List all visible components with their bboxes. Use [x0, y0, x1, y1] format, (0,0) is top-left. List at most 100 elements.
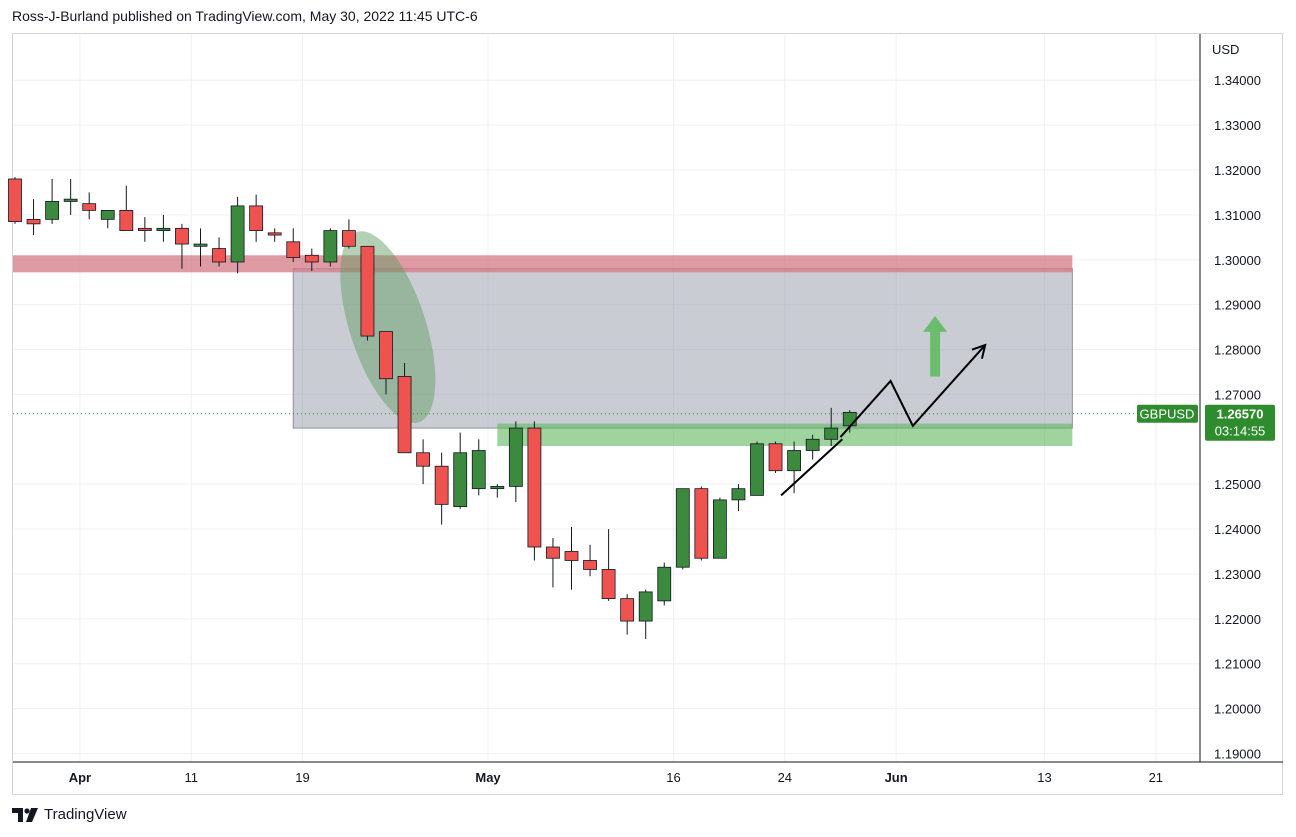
time-tick-label: 11 [184, 770, 198, 785]
price-tick-label: 1.33000 [1214, 118, 1261, 133]
candle-body-up [508, 427, 523, 487]
candle [230, 196, 245, 274]
candle-body-down [694, 488, 709, 559]
candle [323, 228, 338, 267]
candle-body-up [787, 450, 801, 472]
candle-body-down [527, 427, 542, 548]
tradingview-brand: TradingView [44, 806, 127, 823]
candle [26, 199, 41, 236]
time-tick-label: 24 [778, 770, 792, 785]
candle [675, 488, 690, 570]
candle [768, 441, 783, 473]
candle-countdown-label: 03:14:55 [1215, 424, 1266, 439]
publisher-header: Ross-J-Burland published on TradingView.… [12, 8, 478, 24]
price-tick-label: 1.30000 [1214, 253, 1261, 268]
price-tick-label: 1.21000 [1214, 657, 1261, 672]
time-tick-label: 19 [295, 770, 309, 785]
candle [805, 434, 820, 460]
candle-body-up [750, 443, 764, 496]
candle-body-down [137, 227, 152, 231]
tradingview-footer[interactable]: TradingView [12, 806, 127, 823]
candle-body-down [360, 245, 375, 337]
candle [620, 594, 635, 635]
candle-body-down [212, 248, 226, 263]
price-tick-label: 1.27000 [1214, 387, 1261, 402]
candle-body-down [379, 331, 393, 380]
chart-frame [12, 33, 1283, 795]
candle [100, 209, 115, 229]
candle [379, 331, 393, 395]
candle [583, 544, 597, 577]
candle-body-down [304, 254, 319, 263]
candle [8, 177, 22, 224]
price-label-layer: GBPUSD 1.26570 03:14:55 [1137, 404, 1275, 441]
projection-path [839, 344, 986, 438]
zone-layer [13, 231, 1200, 447]
candle-body-down [434, 465, 449, 505]
candle-body-down [267, 232, 282, 236]
candle [824, 407, 839, 447]
time-tick-label: 13 [1037, 770, 1051, 785]
candle [601, 529, 616, 601]
candle [657, 562, 672, 606]
candle-body-up [490, 486, 505, 490]
candle-body-up [193, 243, 208, 247]
candle-body-down [119, 209, 134, 231]
candle [471, 439, 486, 496]
candle-body-up [731, 488, 746, 501]
candle [193, 228, 208, 267]
candle-body-up [842, 411, 857, 427]
price-tick-label: 1.19000 [1214, 746, 1261, 761]
price-tick-label: 1.29000 [1214, 298, 1261, 313]
candle-body-down [286, 241, 301, 258]
price-badge [1205, 404, 1275, 441]
candle-body-up [156, 227, 171, 231]
time-axis: Apr 11 19 May 16 24 Jun 13 21 [13, 761, 1283, 785]
candle [546, 538, 560, 588]
symbol-label: GBPUSD [1140, 407, 1195, 422]
price-tick-label: 1.28000 [1214, 343, 1261, 358]
candle-body-down [26, 218, 41, 225]
time-tick-label: Apr [69, 770, 91, 785]
time-tick-label: 16 [666, 770, 680, 785]
tradingview-logo-icon [12, 807, 38, 822]
candle [527, 421, 542, 561]
candle [713, 497, 727, 559]
trendline [780, 438, 844, 497]
candle-body-down [8, 178, 22, 223]
price-tick-label: 1.31000 [1214, 208, 1261, 223]
candle-body-up [471, 450, 486, 490]
candle [787, 441, 801, 494]
projection-arrowhead [971, 343, 987, 359]
candle-body-down [175, 227, 189, 245]
price-tick-label: 1.22000 [1214, 612, 1261, 627]
price-tick-label: 1.25000 [1214, 477, 1261, 492]
symbol-badge [1137, 404, 1198, 423]
candle [45, 178, 59, 224]
candle [731, 484, 746, 512]
candle-body-down [564, 551, 579, 561]
candle [397, 362, 412, 454]
price-tick-label: 1.32000 [1214, 163, 1261, 178]
time-tick-label: 21 [1149, 770, 1163, 785]
support-zone [497, 423, 1073, 447]
candle [694, 486, 709, 561]
candle-body-up [100, 209, 115, 220]
price-tick-label: 1.23000 [1214, 567, 1261, 582]
candle [249, 194, 264, 242]
candle-body-up [713, 499, 727, 559]
price-tick-label: 1.20000 [1214, 702, 1261, 717]
candle [304, 248, 319, 271]
last-price-label: 1.26570 [1217, 407, 1264, 422]
candle [82, 192, 97, 220]
candle [212, 237, 226, 267]
candle-body-down [397, 376, 412, 454]
bullish-arrow-icon [923, 315, 948, 377]
candle-body-up [453, 452, 468, 508]
candle [175, 223, 189, 269]
candle [137, 217, 152, 242]
candle-body-up [805, 438, 820, 451]
candle [119, 185, 134, 231]
candle [286, 228, 301, 263]
